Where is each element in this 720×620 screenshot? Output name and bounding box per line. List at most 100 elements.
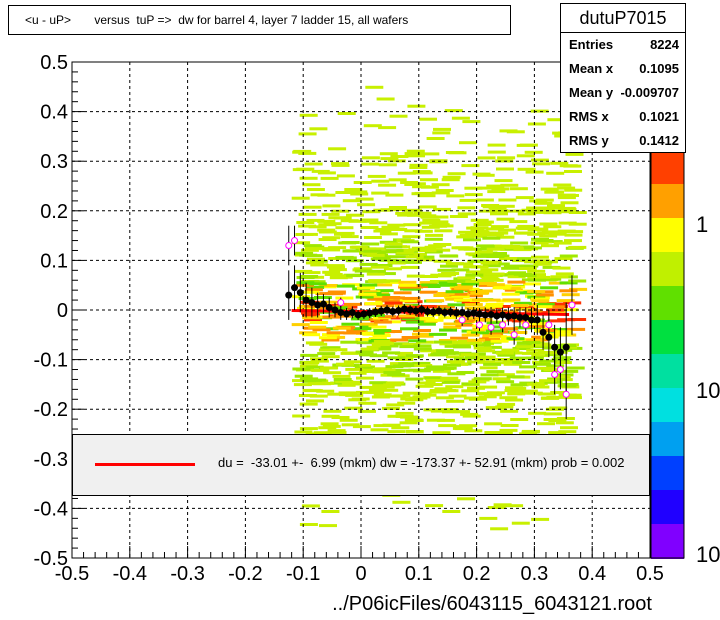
density-cell — [433, 207, 451, 211]
density-cell — [454, 425, 472, 429]
density-cell — [496, 217, 515, 221]
density-cell — [487, 506, 506, 509]
density-cell — [341, 241, 360, 244]
profile-point — [510, 312, 518, 320]
density-cell — [533, 262, 552, 266]
profile-point — [314, 301, 322, 309]
density-cell — [402, 235, 421, 239]
stats-key: RMS x — [569, 109, 609, 124]
density-cell — [532, 275, 551, 279]
density-cell — [358, 401, 377, 405]
density-cell — [564, 233, 583, 237]
density-cell — [527, 269, 546, 273]
profile-point — [493, 312, 501, 320]
density-cell — [411, 192, 430, 196]
density-cell — [389, 228, 408, 231]
density-cell — [407, 154, 425, 158]
density-cell — [471, 230, 490, 234]
density-cell — [490, 339, 509, 343]
density-cell — [413, 392, 432, 396]
density-cell — [553, 241, 572, 245]
density-cell — [443, 363, 461, 367]
density-cell — [452, 344, 471, 348]
profile-point — [516, 313, 524, 321]
density-cell — [531, 335, 550, 339]
density-cell — [370, 257, 389, 261]
density-cell — [365, 85, 384, 89]
density-cell — [339, 418, 358, 422]
density-cell — [424, 376, 443, 380]
density-cell — [500, 310, 519, 314]
density-cell — [546, 171, 565, 175]
density-cell — [393, 291, 412, 295]
density-cell — [568, 245, 587, 249]
density-cell — [510, 383, 529, 387]
density-cell — [437, 268, 456, 272]
stats-value: 0.1095 — [639, 61, 679, 76]
density-cell — [486, 321, 505, 325]
density-cell — [490, 212, 508, 216]
density-cell — [426, 365, 445, 369]
density-cell — [386, 403, 405, 407]
density-cell — [530, 260, 548, 264]
density-cell — [479, 385, 498, 389]
profile-point — [481, 311, 489, 319]
density-cell — [515, 291, 534, 295]
density-cell — [464, 294, 483, 298]
density-cell — [383, 320, 402, 324]
density-cell — [327, 429, 346, 433]
palette-swatch — [651, 184, 684, 219]
density-cell — [481, 244, 499, 248]
density-cell — [460, 317, 479, 321]
y-tick-label: -0.2 — [34, 399, 68, 421]
density-cell — [447, 303, 466, 307]
density-cell — [326, 331, 345, 335]
profile-point — [360, 310, 368, 318]
density-cell — [540, 286, 559, 290]
density-cell — [348, 219, 367, 223]
density-cell — [366, 272, 385, 276]
density-cell — [500, 273, 519, 277]
density-cell — [536, 302, 555, 306]
density-cell — [516, 143, 535, 147]
density-cell — [509, 187, 528, 191]
density-cell — [521, 208, 540, 212]
stats-key: Mean y — [569, 85, 614, 100]
density-cell — [367, 297, 386, 301]
density-cell — [328, 430, 347, 434]
density-cell — [512, 259, 531, 263]
density-cell — [299, 176, 318, 180]
profile-point — [343, 310, 351, 318]
density-cell — [366, 253, 385, 257]
open-point — [551, 370, 559, 378]
profile-point — [487, 310, 495, 318]
density-cell — [564, 239, 582, 243]
density-cell — [312, 328, 331, 332]
density-cell — [550, 275, 569, 279]
density-cell — [470, 331, 489, 335]
density-cell — [530, 109, 549, 113]
profile-point — [319, 300, 327, 308]
density-cell — [366, 331, 385, 335]
x-tick-label: 0.3 — [520, 563, 548, 585]
density-cell — [321, 355, 340, 359]
density-cell — [535, 239, 554, 242]
density-cell — [379, 152, 398, 156]
density-cell — [368, 337, 387, 341]
density-cell — [376, 304, 395, 308]
density-cell — [302, 271, 321, 275]
density-cell — [482, 264, 501, 268]
density-cell — [539, 359, 558, 363]
density-cell — [479, 337, 498, 341]
density-cell — [405, 255, 424, 259]
density-cell — [323, 371, 342, 375]
density-cell — [481, 204, 500, 207]
density-cell — [304, 288, 323, 292]
density-cell — [465, 232, 484, 236]
palette-swatch — [651, 354, 684, 389]
density-cell — [564, 396, 582, 400]
density-cell — [506, 375, 525, 379]
density-cell — [512, 361, 531, 364]
density-cell — [445, 385, 464, 389]
density-cell — [359, 322, 378, 326]
